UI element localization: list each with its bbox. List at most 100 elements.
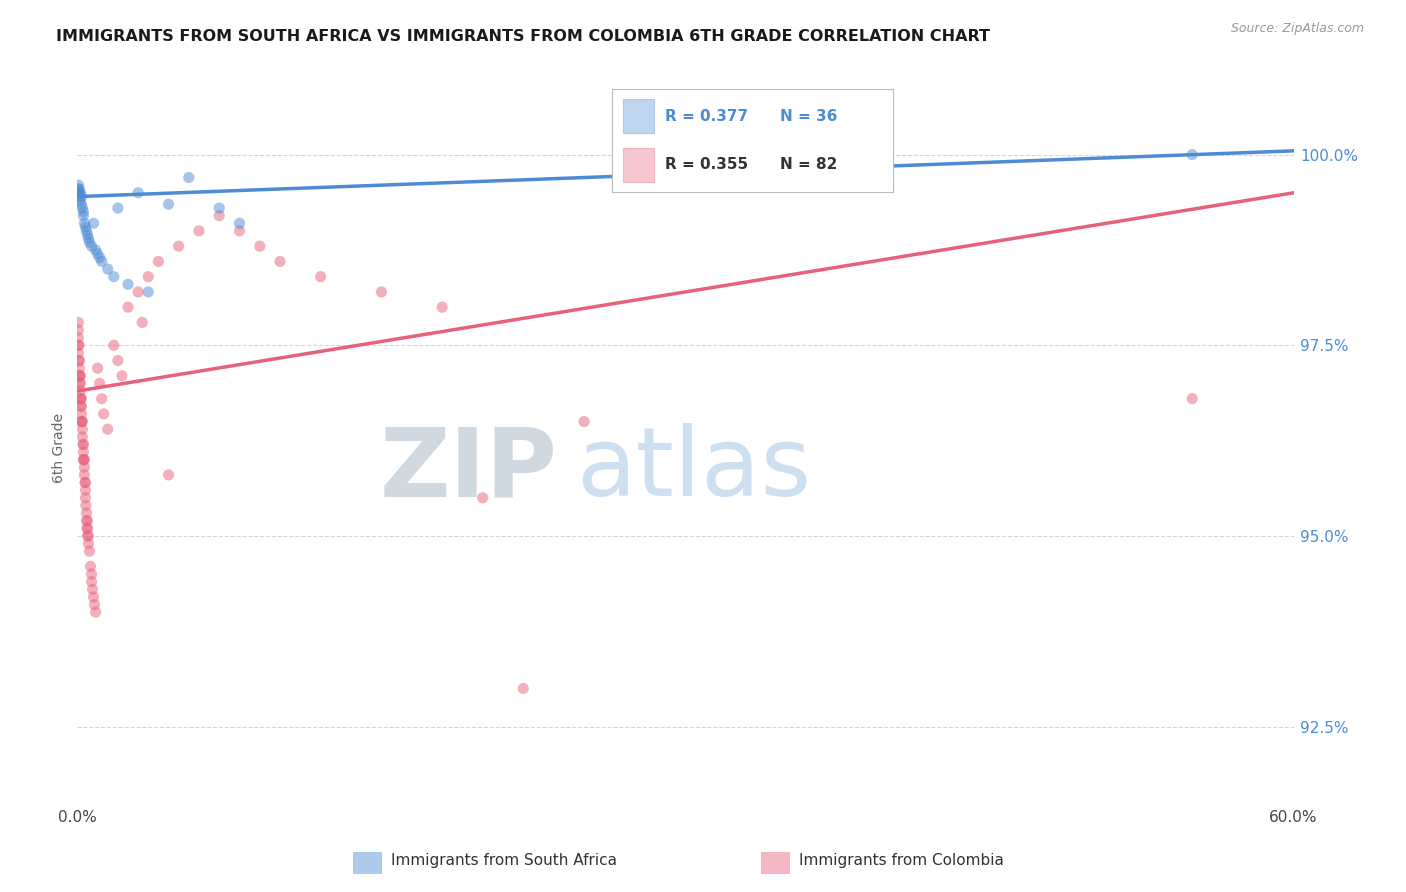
Text: atlas: atlas: [576, 423, 811, 516]
Point: [67, 346, 90, 360]
Point: [97, 422, 120, 436]
Point: [70, 415, 93, 429]
Point: [76, 521, 98, 535]
Point: [80, 574, 103, 589]
Point: [75, 475, 97, 490]
Point: [148, 254, 170, 268]
Bar: [623, 148, 654, 181]
Point: [76, 227, 98, 242]
Point: [79, 544, 101, 558]
Point: [86, 247, 108, 261]
Point: [157, 197, 180, 211]
Bar: [761, 852, 789, 873]
Point: [228, 216, 250, 230]
Text: ZIP: ZIP: [380, 423, 558, 516]
Point: [67, 368, 90, 383]
Point: [72, 430, 94, 444]
Point: [67, 353, 90, 368]
Point: [90, 392, 112, 406]
Point: [75, 506, 97, 520]
Point: [89, 376, 111, 391]
Point: [73, 467, 96, 482]
Point: [107, 353, 129, 368]
Point: [69, 186, 91, 200]
Point: [80, 239, 103, 253]
Point: [75, 483, 97, 498]
Point: [111, 368, 134, 383]
Point: [75, 220, 97, 235]
Point: [1181, 392, 1204, 406]
Point: [76, 514, 98, 528]
Point: [572, 415, 595, 429]
Point: [72, 204, 94, 219]
Point: [73, 452, 96, 467]
Point: [72, 209, 94, 223]
Point: [73, 216, 96, 230]
Point: [83, 216, 105, 230]
Point: [70, 399, 93, 413]
Point: [67, 186, 90, 200]
Point: [69, 384, 91, 398]
Point: [67, 189, 90, 203]
Point: [83, 590, 105, 604]
Text: Source: ZipAtlas.com: Source: ZipAtlas.com: [1230, 22, 1364, 36]
Text: Immigrants from South Africa: Immigrants from South Africa: [391, 854, 617, 868]
Point: [76, 529, 98, 543]
Point: [69, 376, 91, 391]
Point: [69, 368, 91, 383]
Point: [77, 536, 100, 550]
Point: [72, 452, 94, 467]
Point: [67, 338, 90, 352]
Point: [79, 235, 101, 250]
Text: N = 36: N = 36: [780, 109, 838, 124]
Point: [97, 262, 120, 277]
Point: [84, 605, 107, 619]
Point: [75, 224, 97, 238]
Point: [83, 598, 105, 612]
Point: [117, 300, 139, 314]
Point: [67, 182, 90, 196]
Text: R = 0.377: R = 0.377: [665, 109, 748, 124]
Bar: [623, 99, 654, 133]
Point: [70, 415, 93, 429]
Point: [67, 331, 90, 345]
Point: [73, 452, 96, 467]
Point: [167, 239, 190, 253]
Text: Immigrants from Colombia: Immigrants from Colombia: [799, 854, 1004, 868]
Point: [309, 269, 332, 284]
Text: N = 82: N = 82: [780, 157, 838, 172]
Text: IMMIGRANTS FROM SOUTH AFRICA VS IMMIGRANTS FROM COLOMBIA 6TH GRADE CORRELATION C: IMMIGRANTS FROM SOUTH AFRICA VS IMMIGRAN…: [56, 29, 990, 45]
Point: [249, 239, 271, 253]
Point: [131, 315, 153, 329]
Point: [228, 224, 250, 238]
Point: [512, 681, 534, 696]
Text: R = 0.355: R = 0.355: [665, 157, 748, 172]
Point: [269, 254, 291, 268]
Point: [67, 323, 90, 337]
Point: [72, 445, 94, 459]
Point: [69, 194, 91, 208]
Point: [77, 529, 100, 543]
Point: [103, 338, 125, 352]
Bar: [353, 852, 381, 873]
Point: [107, 201, 129, 215]
Point: [67, 186, 90, 200]
Point: [70, 407, 93, 421]
Point: [70, 189, 93, 203]
Point: [75, 491, 97, 505]
Point: [471, 491, 494, 505]
Point: [86, 361, 108, 376]
Point: [157, 467, 180, 482]
Point: [75, 499, 97, 513]
Point: [67, 178, 90, 193]
Point: [67, 315, 90, 329]
Point: [177, 170, 200, 185]
Point: [84, 243, 107, 257]
Point: [72, 437, 94, 451]
Point: [69, 368, 91, 383]
Point: [70, 392, 93, 406]
Point: [67, 353, 90, 368]
Point: [103, 269, 125, 284]
Point: [136, 269, 159, 284]
Point: [72, 422, 94, 436]
